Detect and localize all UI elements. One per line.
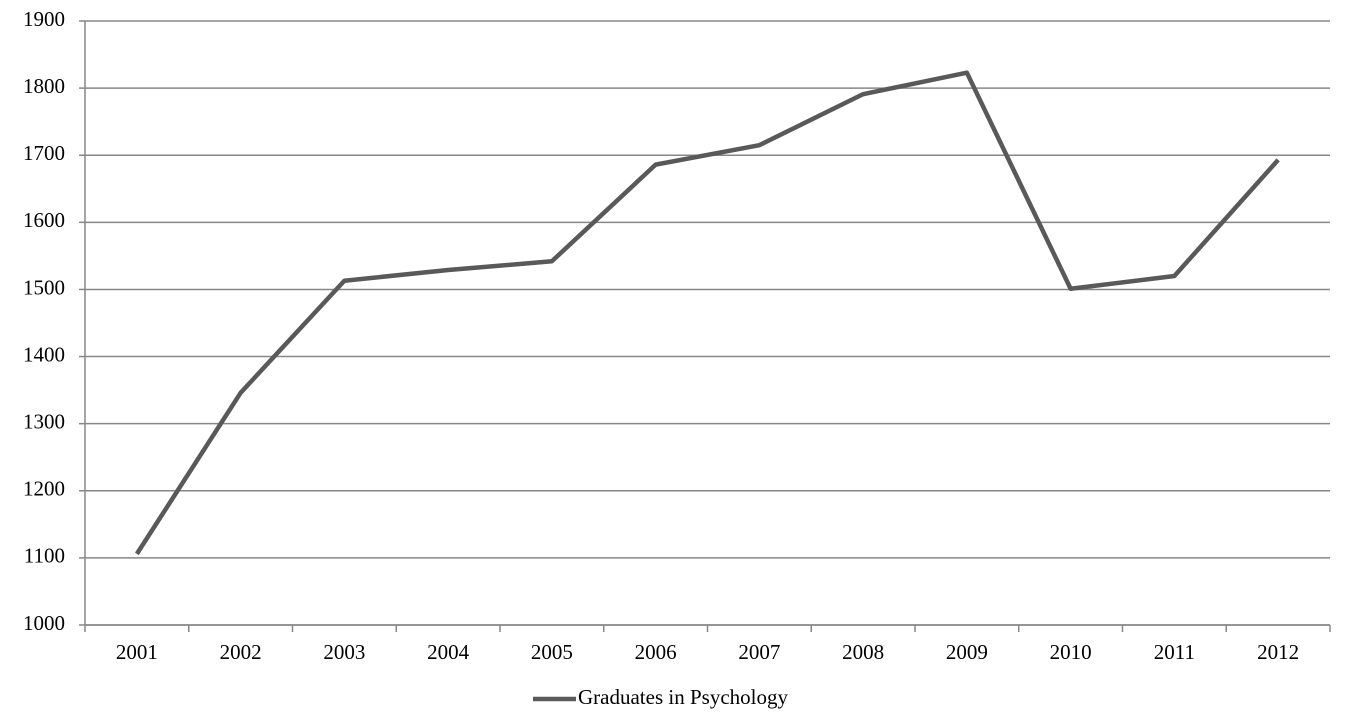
y-tick-label: 1400 — [23, 342, 65, 366]
x-tick-label: 2011 — [1154, 640, 1195, 664]
y-tick-label: 1600 — [23, 208, 65, 232]
y-tick-label: 1700 — [23, 141, 65, 165]
x-tick-label: 2003 — [323, 640, 365, 664]
y-tick-label: 1200 — [23, 477, 65, 501]
x-tick-label: 2010 — [1050, 640, 1092, 664]
x-tick-label: 2001 — [116, 640, 158, 664]
data-line — [134, 70, 1280, 556]
y-tick-label: 1300 — [23, 409, 65, 433]
x-tick-label: 2008 — [842, 640, 884, 664]
x-tick-label: 2005 — [531, 640, 573, 664]
y-tick-label: 1900 — [23, 7, 65, 31]
y-tick-label: 1500 — [23, 275, 65, 299]
x-tick-label: 2009 — [946, 640, 988, 664]
y-tick-label: 1100 — [24, 544, 65, 568]
x-tick-label: 2007 — [738, 640, 780, 664]
legend-label: Graduates in Psychology — [578, 685, 788, 709]
y-tick-label: 1800 — [23, 74, 65, 98]
y-tick-label: 1000 — [23, 611, 65, 635]
x-tick-label: 2012 — [1257, 640, 1299, 664]
x-tick-label: 2006 — [635, 640, 677, 664]
x-tick-label: 2004 — [427, 640, 470, 664]
x-tick-label: 2002 — [220, 640, 262, 664]
